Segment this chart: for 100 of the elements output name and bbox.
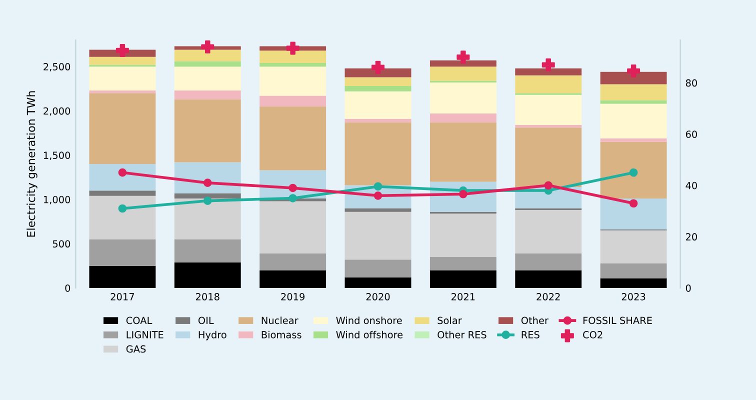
point [288,184,297,192]
bar [89,190,156,196]
legend-label: Other [521,316,548,324]
point [544,181,553,190]
bar [600,84,667,100]
legend-label: RES [522,331,540,338]
y-tick-label: 2,000 [44,107,70,116]
y-tick-label: 1,500 [44,152,70,160]
point [203,196,212,205]
bar [430,122,496,182]
bar [174,99,241,162]
legend-label: COAL [126,316,152,324]
point [201,40,214,54]
y2-tick-label: 80 [686,79,697,87]
bar [515,94,582,126]
x-tick-label: 2020 [366,293,390,300]
bar [89,56,156,65]
bar [515,68,582,76]
bar [515,253,582,270]
y-tick-label: 500 [52,240,70,248]
legend-label: Wind onshore [336,316,402,324]
point [118,204,127,213]
legend-label: Wind offshore [336,330,403,338]
x-tick-label: 2022 [536,293,560,300]
bar [600,198,667,230]
point [288,194,297,202]
legend-label: Other RES [438,330,486,338]
y2-tick-label: 60 [686,130,697,138]
bar [515,125,582,128]
bar [430,114,496,122]
bar [430,270,496,288]
point [627,64,640,78]
point [629,168,638,177]
point [374,182,382,191]
x-tick-label: 2021 [452,293,475,300]
bar [600,142,667,199]
legend-label: GAS [126,345,146,353]
point [629,199,638,208]
bar [600,263,667,278]
bar [174,262,241,288]
legend-label: OIL [198,316,214,324]
bar [89,196,156,240]
bar [344,118,412,122]
bar [600,104,667,138]
legend-label: Nuclear [262,316,298,324]
bar [344,122,412,186]
bar [430,66,496,81]
bar [89,266,156,288]
legend-label: Biomass [262,330,302,338]
legend-label: FOSSIL SHARE [583,316,652,324]
bar [174,50,241,62]
bar [174,193,241,199]
bar [174,61,241,67]
bar [260,253,326,270]
bar [89,90,156,94]
point [542,58,555,72]
bar [600,72,667,84]
bar [260,201,326,254]
bar [344,277,412,288]
bar [344,260,412,278]
bar [344,91,412,119]
bar [600,100,667,104]
point [118,168,127,177]
bar [89,93,156,164]
point [371,60,385,74]
y-tick-label: 0 [65,284,70,292]
bar [260,106,326,170]
y2-tick-label: 20 [686,233,697,241]
bar [260,50,326,64]
bar [600,278,667,288]
bar [344,208,412,212]
x-tick-label: 2019 [281,293,305,300]
y-tick-label: 1,000 [44,196,70,204]
point [374,192,382,200]
bar [344,77,412,86]
bar [260,96,326,106]
bar [600,230,667,264]
bar [600,138,667,142]
x-tick-label: 2023 [622,293,646,300]
y2-tick-label: 40 [686,182,697,190]
legend-label: Solar [438,316,462,324]
bar [430,257,496,270]
point [286,42,300,55]
bar [430,82,496,114]
y-axis-title: Electricity generation TWh [26,91,38,237]
bar [260,63,326,67]
bar [174,66,241,90]
bar [260,66,326,96]
bar [515,75,582,94]
legend-label: LIGNITE [126,331,164,338]
x-tick-label: 2018 [196,293,220,300]
bar [260,270,326,288]
y2-tick-label: 0 [686,284,691,292]
legend-label: Hydro [198,330,226,340]
bar [89,66,156,90]
bar [89,239,156,266]
x-tick-label: 2017 [110,293,134,300]
y-tick-label: 2,500 [44,63,70,72]
bar [174,90,241,100]
bar [515,128,582,188]
